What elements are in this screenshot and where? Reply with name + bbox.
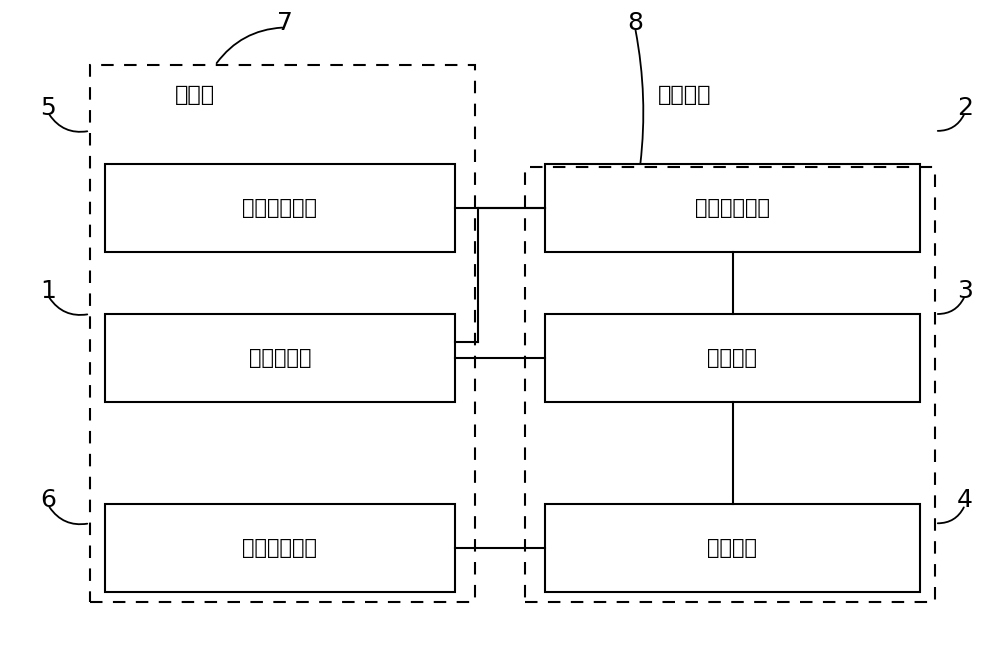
Text: 2: 2 — [957, 96, 973, 120]
Bar — [105, 164, 455, 252]
Text: 电路板: 电路板 — [175, 85, 215, 105]
Bar — [525, 167, 935, 602]
Text: 8: 8 — [627, 11, 643, 35]
Bar — [105, 314, 455, 402]
Text: 3: 3 — [957, 279, 973, 303]
Text: 覆晶薄膜: 覆晶薄膜 — [658, 85, 712, 105]
Text: 像素电路: 像素电路 — [708, 538, 758, 558]
Text: 控制电路: 控制电路 — [708, 348, 758, 368]
Text: 1: 1 — [40, 279, 56, 303]
Text: 6: 6 — [40, 489, 56, 512]
Text: 5: 5 — [40, 96, 56, 120]
Bar — [105, 504, 455, 592]
Bar — [90, 65, 475, 602]
Text: 电源管理芙片: 电源管理芙片 — [242, 198, 317, 218]
Bar — [545, 504, 920, 592]
Bar — [545, 164, 920, 252]
Text: 7: 7 — [277, 11, 293, 35]
Text: 时序控制器: 时序控制器 — [249, 348, 311, 368]
Text: 源极驱动芙片: 源极驱动芙片 — [695, 198, 770, 218]
Text: 电致发光芙片: 电致发光芙片 — [242, 538, 317, 558]
Bar — [545, 314, 920, 402]
Text: 4: 4 — [957, 489, 973, 512]
